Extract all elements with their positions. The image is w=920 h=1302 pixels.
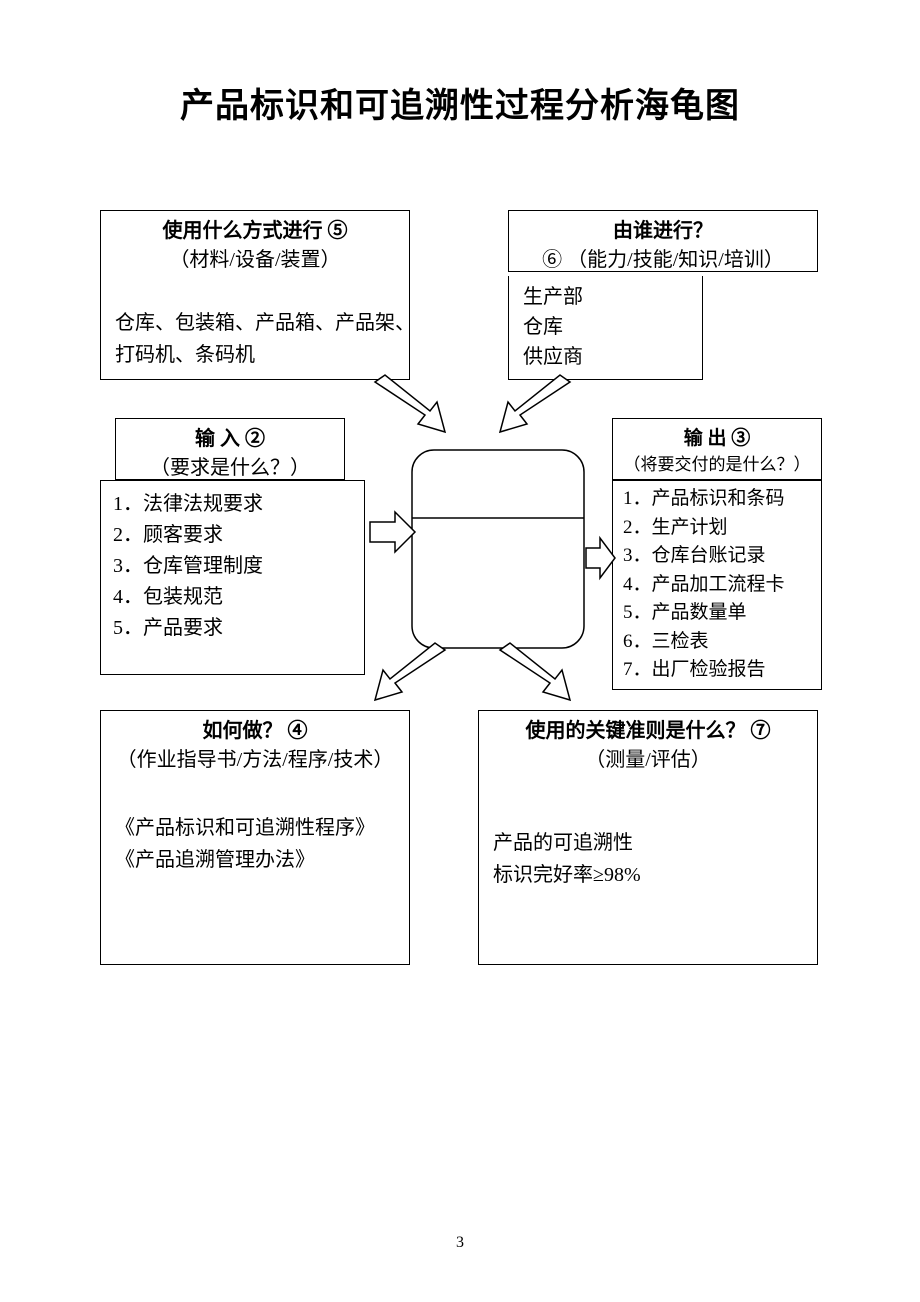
- box-who-header-inner: 由谁进行？ ⑥ （能力/技能/知识/培训）: [509, 211, 817, 277]
- box-who-subtitle: ⑥ （能力/技能/知识/培训）: [515, 246, 811, 275]
- box-who-l1: 生产部: [523, 282, 688, 312]
- center-process-name1: 产品标识和追溯: [418, 574, 578, 603]
- box-input-body-inner: 1．法律法规要求 2．顾客要求 3．仓库管理制度 4．包装规范 5．产品要求: [101, 481, 364, 652]
- box-criteria: 使用的关键准则是什么？ ⑦ （测量/评估） 产品的可追溯性 标识完好率≥98%: [478, 710, 818, 965]
- box-method: 使用什么方式进行 ⑤ （材料/设备/装置） 仓库、包装箱、产品箱、产品架、 打码…: [100, 210, 410, 380]
- box-input-l1: 1．法律法规要求: [113, 489, 352, 520]
- center-process-code: S8: [418, 545, 578, 574]
- box-input-title: 输 入 ②: [122, 425, 338, 454]
- box-output-l5: 5．产品数量单: [623, 599, 811, 628]
- box-how: 如何做？ ④ （作业指导书/方法/程序/技术） 《产品标识和可追溯性程序》 《产…: [100, 710, 410, 965]
- box-input-header: 输 入 ② （要求是什么？）: [115, 418, 345, 480]
- page-number: 3: [0, 1234, 920, 1252]
- box-how-title: 如何做？ ④: [107, 717, 403, 746]
- page: 产品标识和可追溯性过程分析海龟图 使用什么方式进行 ⑤ （材料/设备/装置） 仓…: [0, 0, 920, 1302]
- box-output-body: 1．产品标识和条码 2．生产计划 3．仓库台账记录 4．产品加工流程卡 5．产品…: [612, 480, 822, 690]
- box-output-l6: 6．三检表: [623, 628, 811, 657]
- box-input-l3: 3．仓库管理制度: [113, 551, 352, 582]
- box-who-body: 生产部 仓库 供应商: [508, 276, 703, 380]
- center-process-header: 过 程 ① 过程名称: [418, 460, 578, 516]
- page-title: 产品标识和可追溯性过程分析海龟图: [0, 78, 920, 127]
- box-method-body-l2: 打码机、条码机: [115, 339, 395, 371]
- box-input-header-inner: 输 入 ② （要求是什么？）: [116, 419, 344, 485]
- box-output-title: 输 出 ③: [619, 425, 815, 453]
- box-method-title: 使用什么方式进行 ⑤: [107, 217, 403, 246]
- box-method-body: 仓库、包装箱、产品箱、产品架、 打码机、条码机: [101, 277, 409, 381]
- box-input-l2: 2．顾客要求: [113, 520, 352, 551]
- box-output-body-inner: 1．产品标识和条码 2．生产计划 3．仓库台账记录 4．产品加工流程卡 5．产品…: [613, 481, 821, 689]
- box-output-l4: 4．产品加工流程卡: [623, 571, 811, 600]
- box-how-header: 如何做？ ④ （作业指导书/方法/程序/技术）: [101, 711, 409, 777]
- center-process-subtitle: 过程名称: [418, 488, 578, 516]
- box-output-l1: 1．产品标识和条码: [623, 485, 811, 514]
- box-input-subtitle: （要求是什么？）: [122, 454, 338, 483]
- box-output-header: 输 出 ③ （将要交付的是什么？）: [612, 418, 822, 480]
- box-input-body: 1．法律法规要求 2．顾客要求 3．仓库管理制度 4．包装规范 5．产品要求: [100, 480, 365, 675]
- box-criteria-body: 产品的可追溯性 标识完好率≥98%: [479, 777, 817, 901]
- box-how-l2: 《产品追溯管理办法》: [115, 844, 395, 876]
- box-who-l2: 仓库: [523, 312, 688, 342]
- box-who-l3: 供应商: [523, 342, 688, 372]
- box-method-body-l1: 仓库、包装箱、产品箱、产品架、: [115, 307, 395, 339]
- box-output-l3: 3．仓库台账记录: [623, 542, 811, 571]
- box-criteria-subtitle: （测量/评估）: [485, 746, 811, 775]
- box-output-header-inner: 输 出 ③ （将要交付的是什么？）: [613, 419, 821, 479]
- box-output-l2: 2．生产计划: [623, 514, 811, 543]
- box-who-header: 由谁进行？ ⑥ （能力/技能/知识/培训）: [508, 210, 818, 272]
- box-output-l7: 7．出厂检验报告: [623, 656, 811, 685]
- box-how-subtitle: （作业指导书/方法/程序/技术）: [107, 746, 403, 775]
- center-process-name2: 性管理过程: [418, 603, 578, 632]
- center-process-title: 过 程 ①: [418, 460, 578, 488]
- box-method-header: 使用什么方式进行 ⑤ （材料/设备/装置）: [101, 211, 409, 277]
- box-criteria-l2: 标识完好率≥98%: [493, 859, 803, 891]
- box-output-subtitle: （将要交付的是什么？）: [619, 453, 815, 478]
- box-criteria-header: 使用的关键准则是什么？ ⑦ （测量/评估）: [479, 711, 817, 777]
- box-method-subtitle: （材料/设备/装置）: [107, 246, 403, 275]
- box-who-title: 由谁进行？: [515, 217, 811, 246]
- box-input-l5: 5．产品要求: [113, 613, 352, 644]
- box-criteria-l1: 产品的可追溯性: [493, 827, 803, 859]
- center-process-core: S8 产品标识和追溯 性管理过程: [418, 545, 578, 632]
- box-criteria-title: 使用的关键准则是什么？ ⑦: [485, 717, 811, 746]
- box-how-body: 《产品标识和可追溯性程序》 《产品追溯管理办法》: [101, 777, 409, 886]
- box-input-l4: 4．包装规范: [113, 582, 352, 613]
- box-how-l1: 《产品标识和可追溯性程序》: [115, 812, 395, 844]
- box-who-body-inner: 生产部 仓库 供应商: [509, 276, 702, 378]
